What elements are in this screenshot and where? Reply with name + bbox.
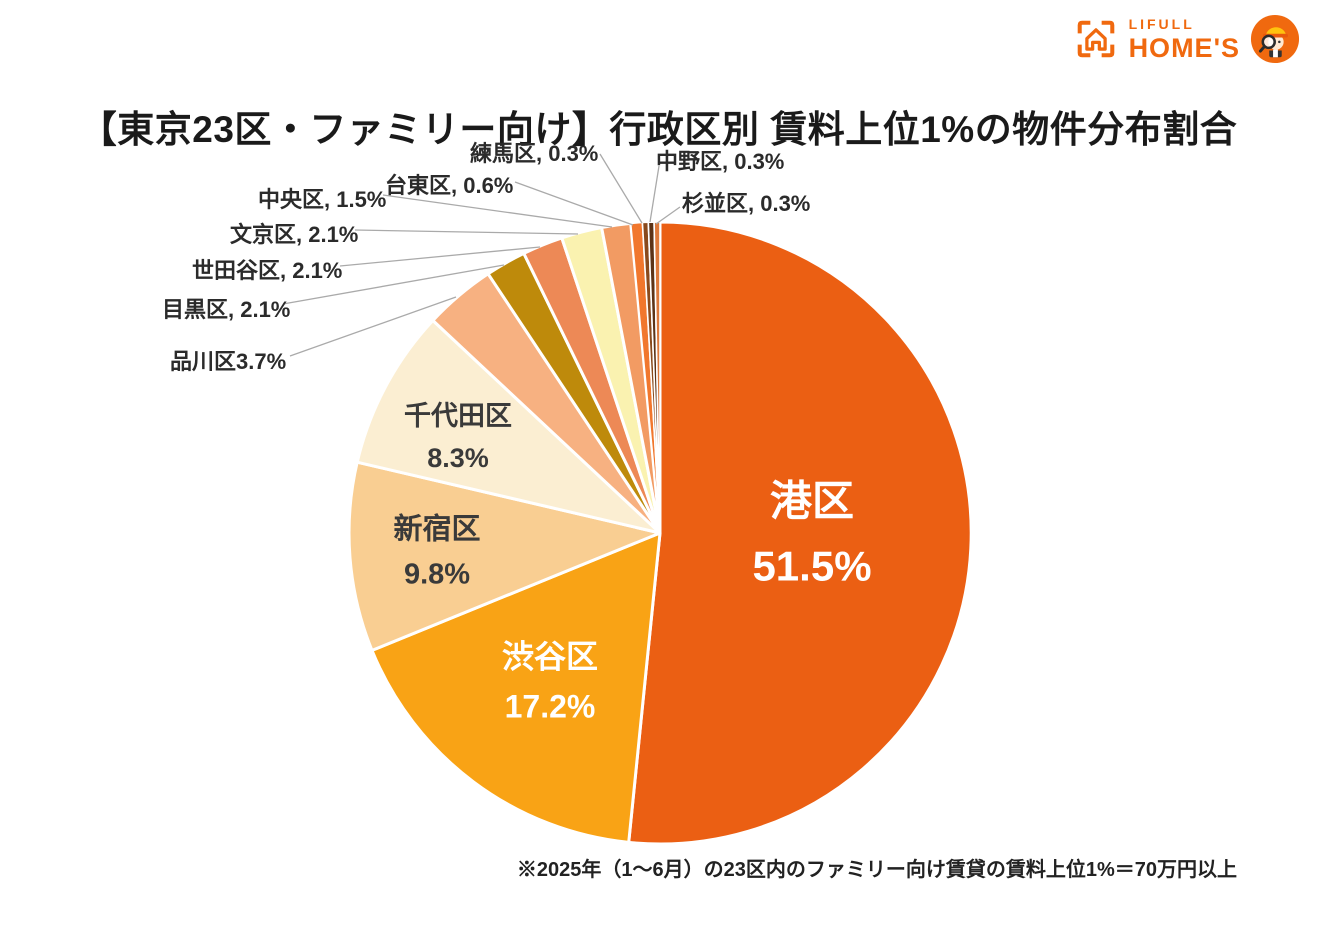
leader-line-台東区: [514, 181, 634, 226]
mascot-icon: [1250, 14, 1300, 64]
leader-line-品川区: [289, 296, 457, 357]
leader-line-練馬区: [599, 153, 643, 224]
mascot-eye: [1278, 40, 1281, 44]
leader-line-中野区: [649, 165, 660, 223]
house-viewfinder-icon: [1077, 20, 1114, 58]
bracket-bottom-left: [1077, 44, 1090, 58]
magnifier-lens-icon: [1261, 34, 1276, 50]
leader-line-文京区: [354, 229, 579, 235]
house-outline: [1084, 28, 1107, 51]
logo-text-lifull: LIFULL: [1128, 15, 1195, 32]
logo-wordmark: LIFULL HOME'S: [1129, 17, 1240, 62]
leader-line-中央区: [382, 194, 613, 228]
mascot-helmet: [1265, 27, 1287, 35]
magnifier-handle-icon: [1258, 45, 1266, 53]
pie-slice-新宿区: [347, 460, 662, 652]
leader-line-杉並区: [655, 206, 681, 225]
pie-slice-港区: [627, 220, 973, 846]
lifull-homes-logo: LIFULL HOME'S: [1073, 14, 1300, 64]
footnote: ※2025年（1〜6月）の23区内のファミリー向け賃貸の賃料上位1%＝70万円以…: [516, 859, 1237, 881]
mascot-collar: [1273, 49, 1278, 58]
leader-line-目黒区: [282, 264, 505, 305]
page-title: 【東京23区・ファミリー向け】行政区別 賃料上位1%の物件分布割合: [79, 108, 1238, 150]
pie-slice-渋谷区: [370, 531, 662, 844]
logo-text-homes: HOME'S: [1128, 32, 1240, 63]
bracket-top-left: [1077, 20, 1090, 34]
bracket-top-right: [1101, 20, 1114, 34]
pie-slice-千代田区: [355, 319, 662, 535]
leader-line-世田谷区: [339, 246, 541, 267]
pie-slice-杉並区: [653, 221, 661, 534]
bracket-bottom-right: [1101, 44, 1114, 58]
